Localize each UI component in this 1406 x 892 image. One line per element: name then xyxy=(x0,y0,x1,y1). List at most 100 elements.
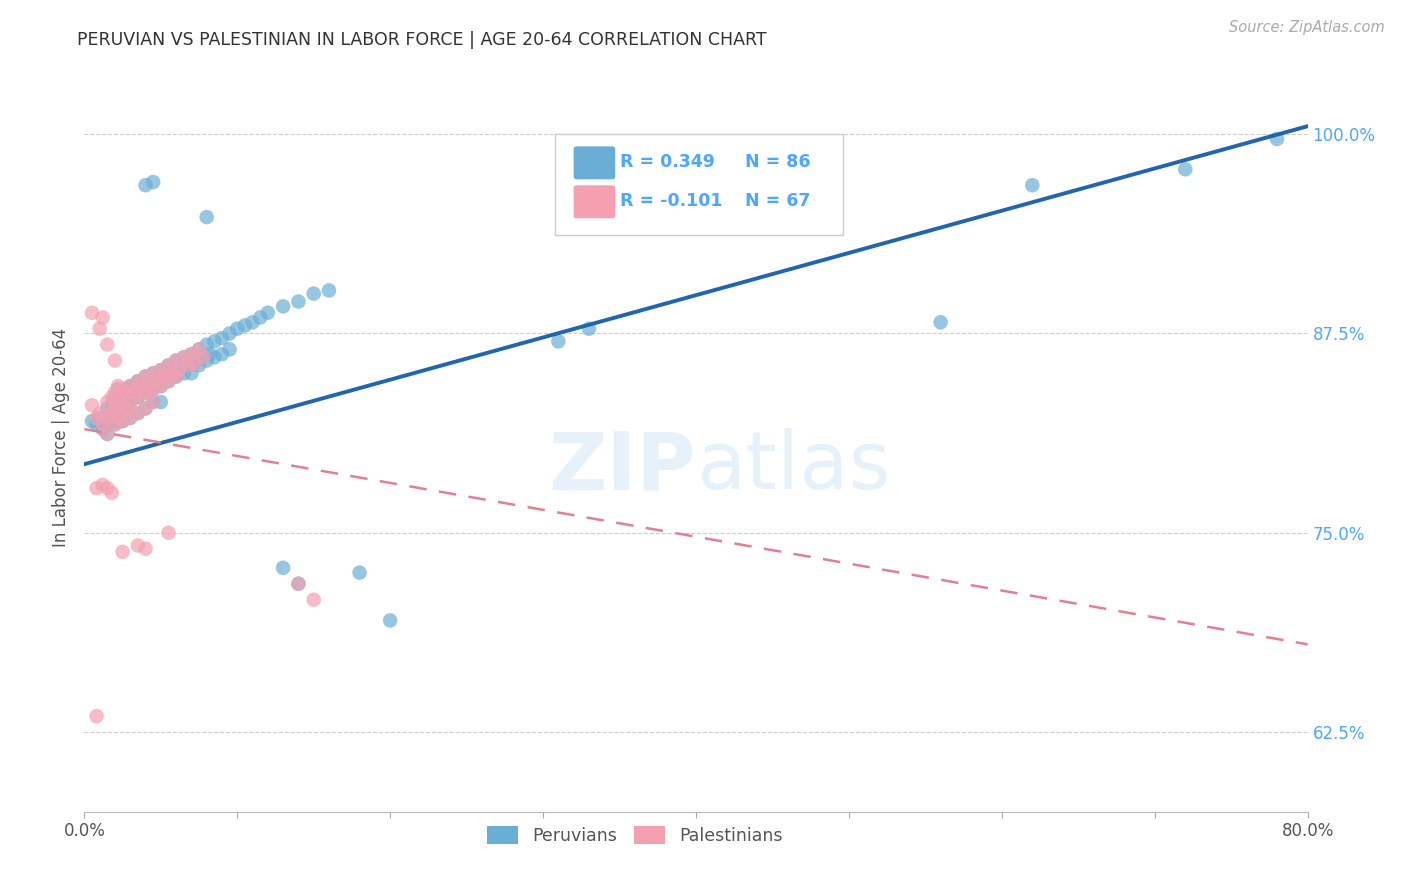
Text: N = 67: N = 67 xyxy=(745,192,810,210)
Point xyxy=(104,390,127,404)
Point xyxy=(101,398,124,412)
Point xyxy=(104,353,127,368)
Point xyxy=(107,379,129,393)
Point xyxy=(302,592,325,607)
Point xyxy=(157,374,180,388)
Point xyxy=(96,414,118,428)
Point xyxy=(138,379,160,393)
Point xyxy=(318,284,340,298)
Point xyxy=(149,395,172,409)
Point xyxy=(131,382,153,396)
Legend: Peruvians, Palestinians: Peruvians, Palestinians xyxy=(479,819,790,852)
Point xyxy=(122,385,145,400)
Point xyxy=(173,367,195,381)
Point xyxy=(287,294,309,309)
Point xyxy=(1021,178,1043,193)
Point xyxy=(80,306,103,320)
Point xyxy=(96,337,118,351)
Point xyxy=(153,369,176,384)
Point xyxy=(111,398,134,412)
FancyBboxPatch shape xyxy=(574,186,616,219)
Point xyxy=(349,566,371,580)
Point xyxy=(96,426,118,441)
Text: R = -0.101: R = -0.101 xyxy=(620,192,723,210)
Point xyxy=(122,385,145,400)
Point xyxy=(146,374,169,388)
Point xyxy=(157,374,180,388)
Point xyxy=(96,401,118,416)
Text: ZIP: ZIP xyxy=(548,428,696,506)
Point xyxy=(107,414,129,428)
Point xyxy=(180,367,202,381)
Point xyxy=(127,390,149,404)
Point xyxy=(287,576,309,591)
Point xyxy=(198,347,221,361)
Point xyxy=(115,385,138,400)
Point xyxy=(188,343,211,357)
Point xyxy=(173,351,195,365)
Point xyxy=(180,347,202,361)
Point xyxy=(211,347,233,361)
Point xyxy=(149,379,172,393)
Point xyxy=(142,175,165,189)
Point xyxy=(127,406,149,420)
Point xyxy=(157,525,180,540)
Point xyxy=(89,411,111,425)
Point xyxy=(111,414,134,428)
Point xyxy=(249,310,271,325)
Point xyxy=(142,382,165,396)
Point xyxy=(104,401,127,416)
Point xyxy=(111,385,134,400)
Point xyxy=(96,411,118,425)
Point xyxy=(218,343,240,357)
Point xyxy=(218,326,240,341)
Point xyxy=(115,382,138,396)
Point xyxy=(135,401,157,416)
Point xyxy=(127,539,149,553)
Point xyxy=(188,343,211,357)
Y-axis label: In Labor Force | Age 20-64: In Labor Force | Age 20-64 xyxy=(52,327,70,547)
Point xyxy=(138,379,160,393)
Point xyxy=(104,385,127,400)
Point xyxy=(127,374,149,388)
Point xyxy=(127,374,149,388)
Point xyxy=(89,321,111,335)
Point xyxy=(195,353,218,368)
Point xyxy=(96,426,118,441)
Point xyxy=(107,382,129,396)
Point xyxy=(162,367,184,381)
Point xyxy=(1265,132,1288,146)
Point xyxy=(111,382,134,396)
Point xyxy=(142,367,165,381)
Text: R = 0.349: R = 0.349 xyxy=(620,153,716,171)
Point xyxy=(157,359,180,373)
Point xyxy=(115,401,138,416)
Point xyxy=(302,286,325,301)
Point xyxy=(142,395,165,409)
Point xyxy=(127,390,149,404)
Point xyxy=(107,411,129,425)
FancyBboxPatch shape xyxy=(555,134,842,235)
Text: Source: ZipAtlas.com: Source: ZipAtlas.com xyxy=(1229,20,1385,35)
Point xyxy=(135,369,157,384)
Point xyxy=(131,379,153,393)
Point xyxy=(142,367,165,381)
Point xyxy=(146,374,169,388)
Point xyxy=(86,411,108,425)
Point xyxy=(91,310,114,325)
Point xyxy=(226,321,249,335)
Point xyxy=(135,541,157,556)
Point xyxy=(86,709,108,723)
Point xyxy=(165,369,187,384)
Point xyxy=(127,406,149,420)
Point xyxy=(242,315,264,329)
Point xyxy=(202,334,225,349)
Point xyxy=(287,576,309,591)
Point xyxy=(135,385,157,400)
Point xyxy=(101,406,124,420)
Point xyxy=(180,347,202,361)
Point xyxy=(271,299,294,313)
Point xyxy=(91,422,114,436)
Point xyxy=(167,363,190,377)
Point xyxy=(162,367,184,381)
